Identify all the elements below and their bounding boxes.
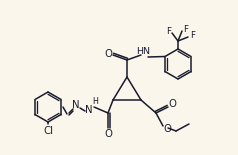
Text: N: N <box>85 105 93 115</box>
Text: HN: HN <box>136 46 150 55</box>
Text: H: H <box>92 97 98 106</box>
Text: Cl: Cl <box>43 126 53 136</box>
Text: F: F <box>167 27 172 35</box>
Text: O: O <box>104 129 112 139</box>
Text: O: O <box>104 49 112 59</box>
Text: O: O <box>163 124 171 134</box>
Text: N: N <box>72 100 80 110</box>
Text: F: F <box>190 31 195 40</box>
Text: F: F <box>183 24 188 33</box>
Text: O: O <box>168 99 176 109</box>
